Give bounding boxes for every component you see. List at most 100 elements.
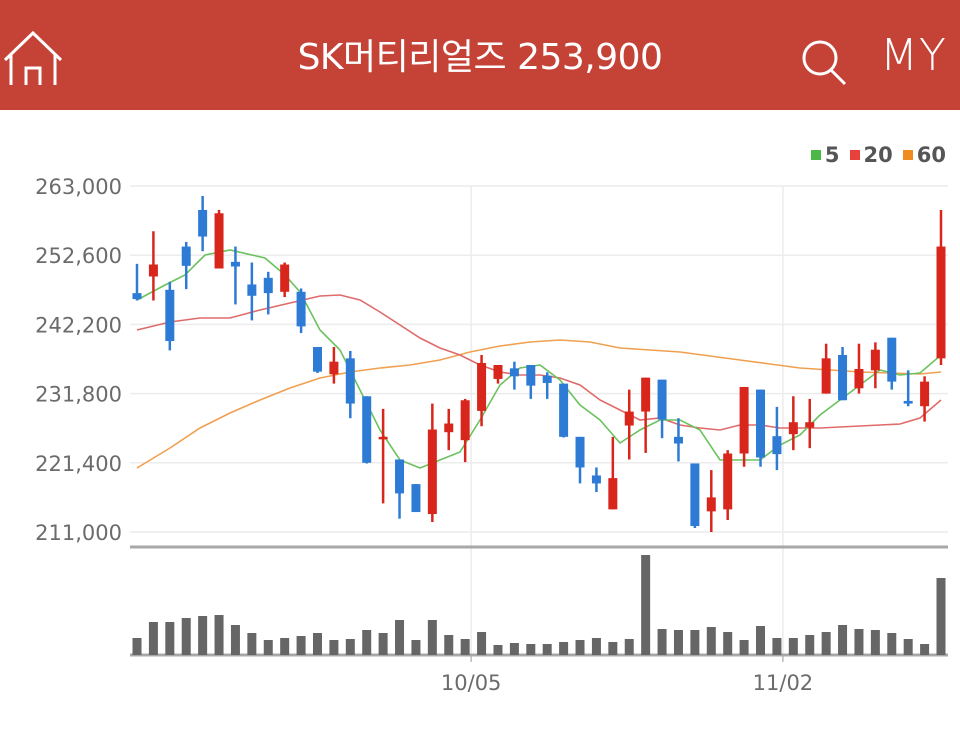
candle-up: [214, 213, 224, 269]
volume-bar: [444, 635, 454, 655]
candle-down: [756, 389, 766, 458]
candle-up: [821, 358, 831, 394]
candle-down: [657, 379, 667, 420]
candle-up: [805, 422, 815, 428]
y-tick-label: 221,400: [35, 452, 122, 476]
volume-bar: [624, 639, 634, 655]
legend-swatch: [810, 150, 821, 160]
volume-bar: [608, 642, 618, 655]
candle-down: [559, 383, 569, 437]
volume-bar: [936, 578, 946, 655]
volume-bar: [641, 555, 651, 655]
candle-up: [788, 422, 798, 435]
volume-bar: [230, 625, 240, 655]
candle-up: [427, 429, 437, 515]
y-tick-label: 231,800: [35, 383, 122, 407]
volume-bar: [559, 642, 569, 655]
candle-down: [903, 400, 913, 404]
volume-bar: [247, 633, 257, 655]
volume-bar: [263, 640, 273, 655]
volume-bar: [772, 638, 782, 655]
legend-label: 20: [863, 143, 893, 167]
candle-down: [230, 261, 240, 267]
volume-bar: [591, 638, 601, 655]
volume-bar: [477, 632, 487, 655]
candle-down: [132, 293, 142, 300]
legend-swatch: [902, 150, 913, 160]
home-icon: [3, 30, 63, 85]
y-tick-label: 263,000: [35, 175, 122, 199]
volume-bar: [526, 644, 536, 655]
volume-bar: [690, 630, 700, 655]
my-button[interactable]: MY: [880, 30, 947, 81]
volume-bar: [838, 625, 848, 655]
candle-up: [854, 368, 864, 389]
candle-up: [706, 497, 716, 512]
volume-bar: [756, 626, 766, 655]
candle-down: [165, 289, 175, 342]
volume-bar: [280, 638, 290, 655]
candle-down: [509, 368, 519, 377]
volume-bar: [788, 638, 798, 655]
y-tick-label: 242,200: [35, 313, 122, 337]
candle-down: [247, 284, 257, 296]
search-button[interactable]: [800, 38, 850, 86]
volume-bar: [821, 632, 831, 655]
volume-bar: [329, 640, 339, 655]
x-tick-label: 11/02: [753, 671, 814, 695]
volume-bar: [165, 622, 175, 655]
legend-label: 5: [824, 143, 840, 167]
volume-bar: [411, 640, 421, 655]
volume-bar: [460, 639, 470, 655]
candle-up: [608, 478, 618, 510]
volume-bar: [887, 633, 897, 655]
legend-label: 60: [916, 143, 946, 167]
volume-bar: [805, 635, 815, 655]
volume-bar: [378, 633, 388, 655]
candle-down: [296, 291, 306, 327]
volume-bar: [148, 622, 158, 655]
legend-item-ma60: 60: [902, 143, 946, 167]
volume-bar: [493, 645, 503, 655]
candle-down: [838, 355, 848, 401]
legend-swatch: [849, 150, 860, 160]
y-tick-label: 211,000: [35, 521, 122, 545]
volume-bar: [312, 633, 322, 655]
search-icon: [802, 40, 847, 86]
candle-up: [148, 264, 158, 277]
y-tick-label: 252,600: [35, 244, 122, 268]
candle-down: [575, 436, 585, 468]
volume-bar: [395, 620, 405, 655]
candle-up: [624, 411, 634, 426]
candle-down: [690, 463, 700, 527]
candle-up: [477, 362, 487, 411]
volume-bar: [542, 644, 552, 655]
home-button[interactable]: [2, 30, 64, 86]
volume-bar: [198, 616, 208, 655]
volume-bar: [427, 620, 437, 655]
app-header: SK머티리얼즈 253,900 MY: [0, 0, 960, 110]
volume-bar: [214, 615, 224, 655]
volume-bar: [854, 629, 864, 655]
volume-bar: [903, 639, 913, 655]
candle-down: [312, 347, 322, 372]
candle-down: [395, 459, 405, 494]
volume-bar: [706, 627, 716, 655]
candle-up: [936, 246, 946, 359]
legend-item-ma5: 5: [810, 143, 840, 167]
candle-down: [542, 375, 552, 383]
candle-down: [887, 337, 897, 382]
candle-up: [870, 349, 880, 371]
volume-bar: [739, 640, 749, 655]
candle-down: [411, 484, 421, 513]
candle-up: [920, 381, 930, 407]
volume-bar: [132, 638, 142, 655]
volume-bar: [296, 636, 306, 655]
volume-bar: [920, 644, 930, 655]
volume-bar: [345, 639, 355, 655]
candle-down: [362, 396, 372, 463]
candle-up: [329, 361, 339, 375]
ma5-line: [136, 249, 942, 469]
candle-down: [591, 475, 601, 484]
